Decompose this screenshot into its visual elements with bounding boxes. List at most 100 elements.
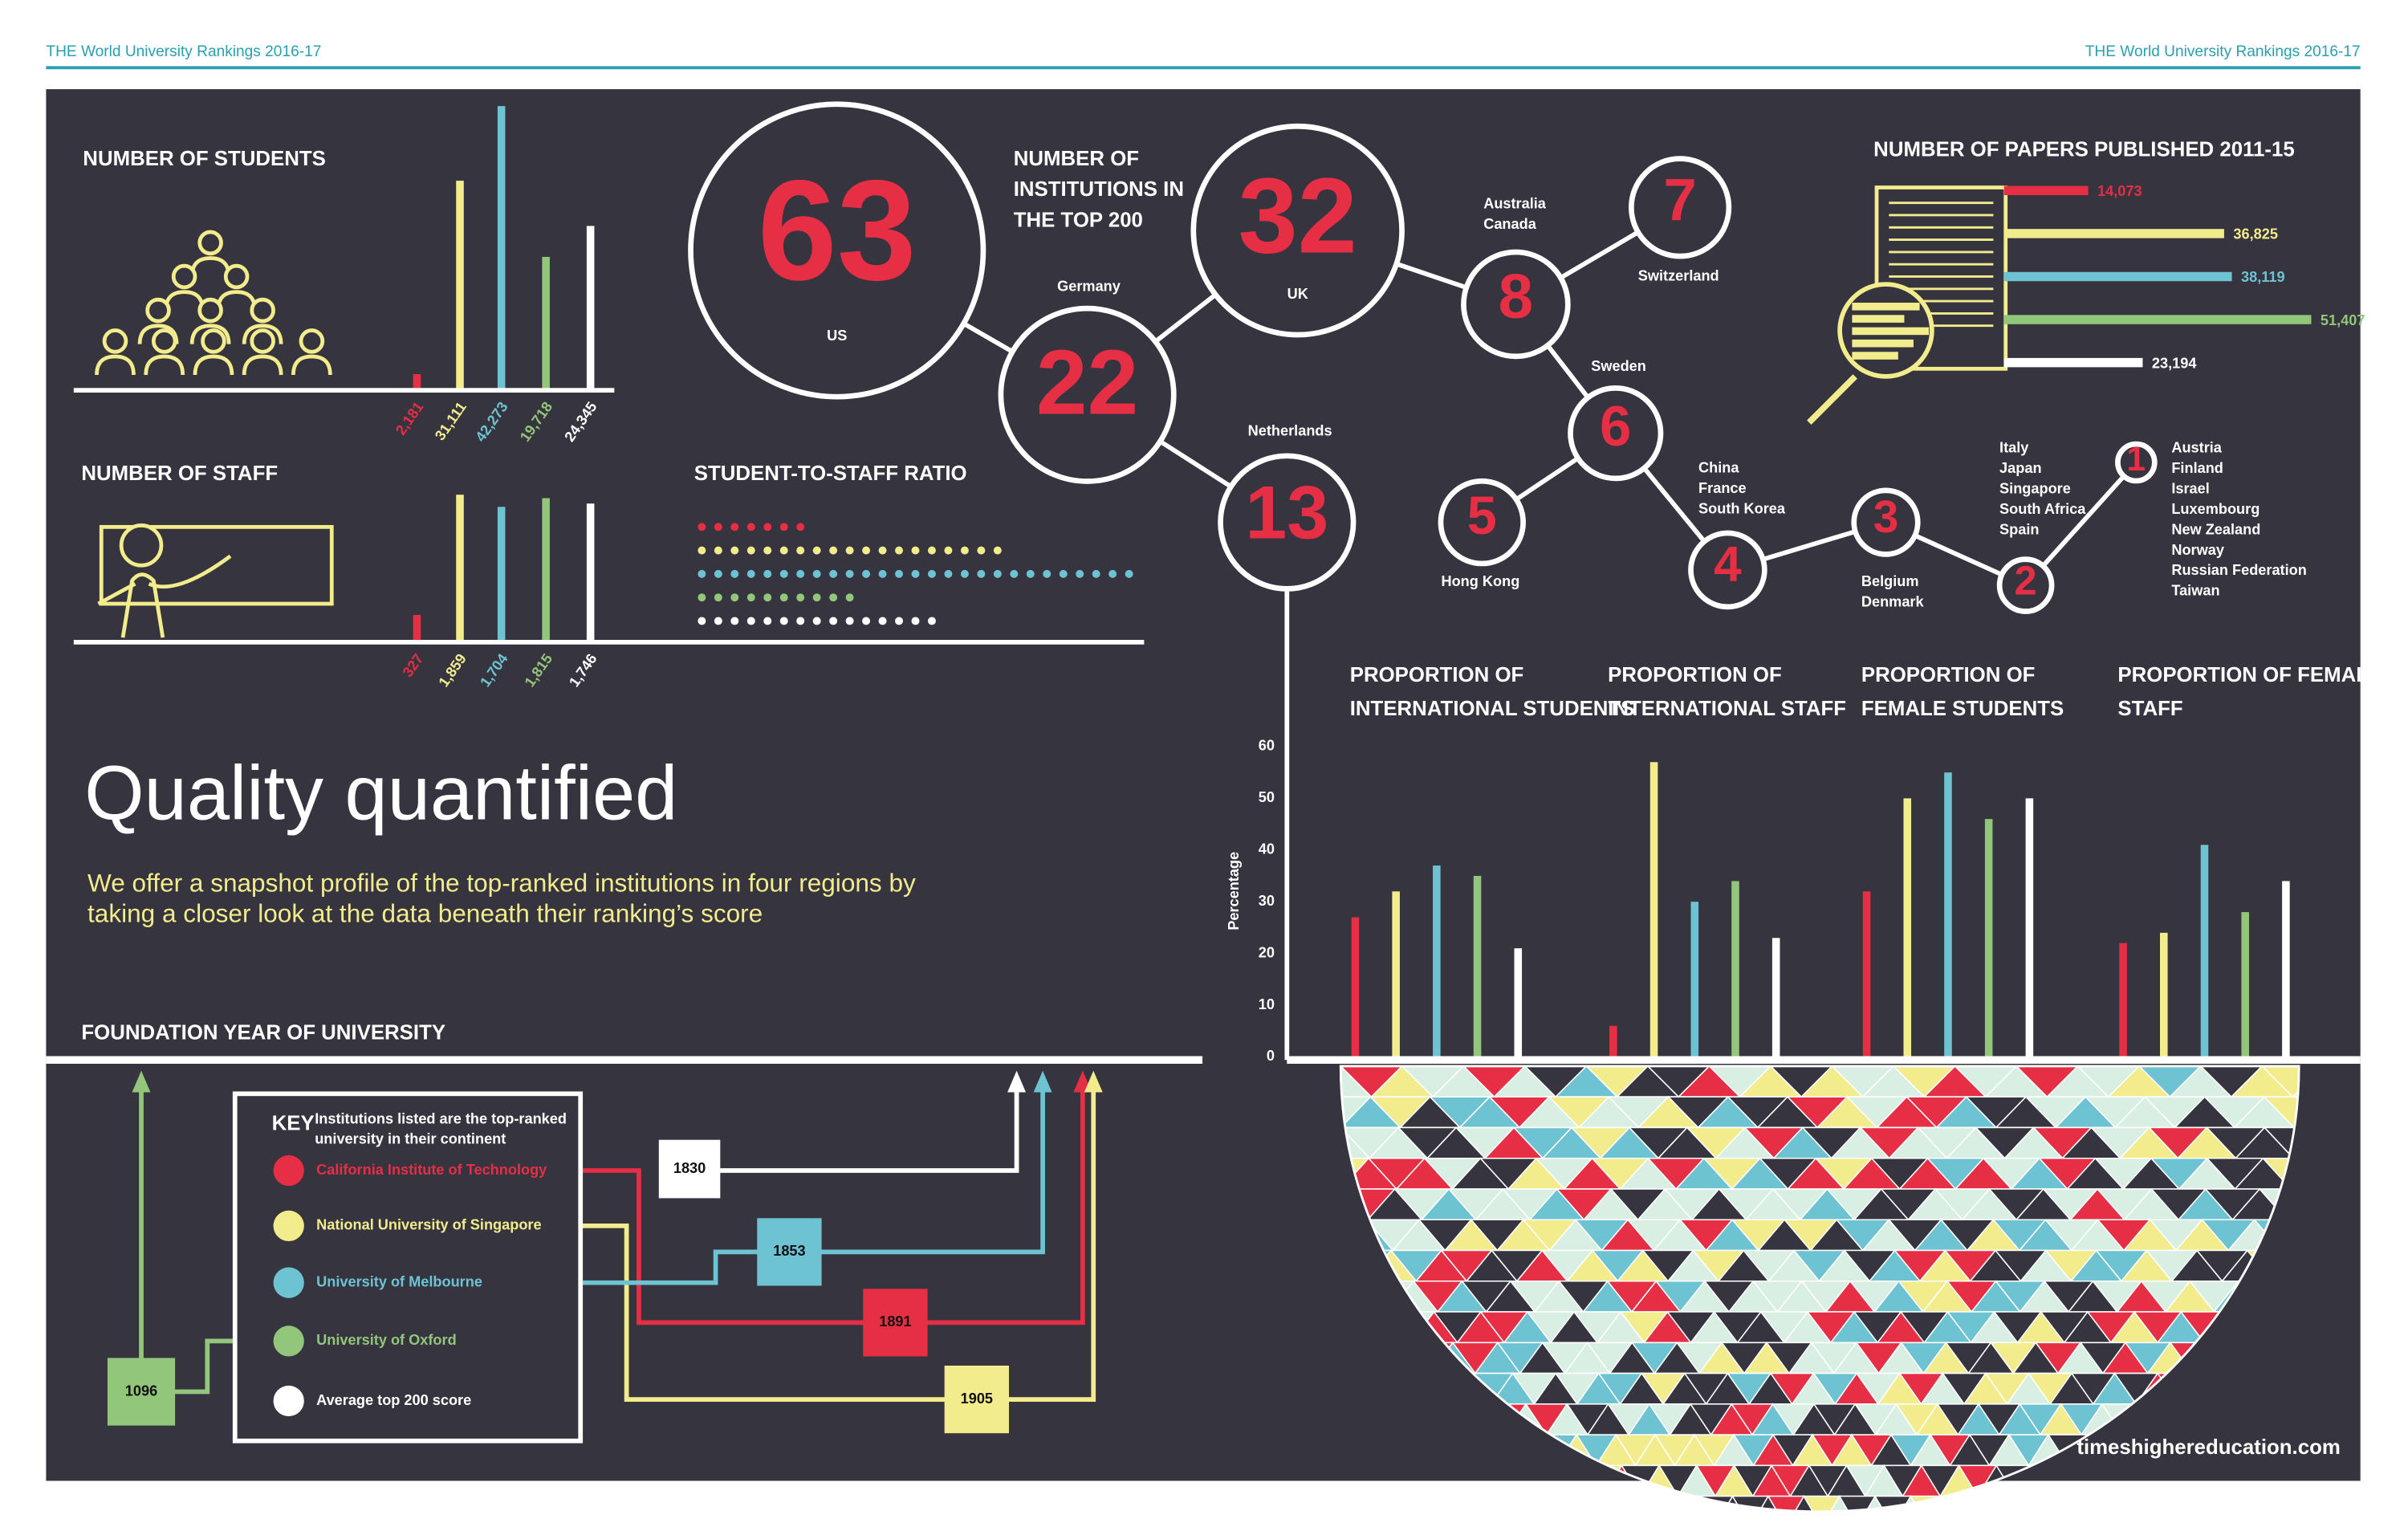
ratio-dot (878, 569, 887, 578)
legend-swatch (273, 1325, 304, 1357)
legend-swatch (273, 1267, 304, 1298)
ratio-dot (944, 546, 953, 555)
bar (1731, 881, 1739, 1057)
country-label: Norway (2171, 542, 2224, 558)
bar (1862, 891, 1871, 1057)
bar (2003, 315, 2312, 324)
bubble-number: 1 (2127, 440, 2146, 478)
ratio-dot (746, 546, 755, 555)
ratio-dot (1125, 569, 1133, 578)
bar (413, 614, 421, 641)
country-label: Japan (1999, 460, 2041, 476)
bubble-number: 13 (1245, 470, 1328, 554)
year-label: 1891 (879, 1313, 911, 1330)
bubble (1851, 487, 1921, 557)
ratio-dot (911, 569, 920, 578)
ratio-dot (698, 523, 706, 531)
ratio-dot (746, 523, 755, 531)
year-box (944, 1366, 1010, 1434)
teacher-head (119, 523, 164, 568)
bar (542, 256, 550, 389)
section-title: INSTITUTIONS IN (1014, 178, 1184, 201)
ratio-dot (779, 593, 788, 602)
legend-label: University of Melbourne (316, 1273, 482, 1289)
ratio-dot (845, 546, 854, 555)
y-tick-label: 0 (1267, 1048, 1275, 1064)
ratio-dot (911, 617, 920, 625)
bubble-number: 6 (1600, 394, 1631, 458)
value-label: 38,119 (2241, 269, 2285, 285)
ball-facet (2260, 1065, 2300, 1098)
ratio-dot (796, 523, 805, 531)
group-title: PROPORTION OF FEMALE (2117, 664, 2382, 686)
person-head (171, 263, 197, 290)
ratio-dot (796, 546, 805, 555)
ratio-dot (944, 569, 953, 578)
group-title: PROPORTION OF (1350, 664, 1524, 686)
group-title: INTERNATIONAL STAFF (1608, 698, 1846, 720)
key-box (232, 1091, 584, 1444)
bubble-number: 32 (1239, 157, 1357, 276)
country-label: Germany (1057, 279, 1121, 295)
bubble-number: 8 (1499, 261, 1533, 332)
subtitle: taking a closer look at the data beneath… (87, 899, 763, 928)
ratio-dot (746, 617, 755, 625)
section-title: STUDENT-TO-STAFF RATIO (694, 462, 967, 485)
section-title: THE TOP 200 (1014, 209, 1143, 231)
legend-label: National University of Singapore (316, 1217, 541, 1233)
y-tick-label: 30 (1259, 893, 1275, 909)
bubble (1218, 453, 1357, 592)
ratio-dot (730, 569, 739, 578)
person-head (201, 328, 226, 354)
ratio-dot (812, 617, 821, 625)
ratio-dot (845, 617, 854, 625)
person-body (189, 256, 231, 277)
bubble (1996, 556, 2055, 614)
ratio-dot (730, 523, 739, 531)
ratio-dot (1059, 569, 1068, 578)
bar (456, 495, 464, 641)
dot-row (698, 546, 1002, 555)
country-label: France (1698, 480, 1747, 496)
ratio-dot (993, 546, 1002, 555)
year-label: 1096 (125, 1382, 157, 1399)
person-head (250, 328, 275, 354)
ratio-dot (878, 617, 887, 625)
y-tick-label: 40 (1259, 841, 1275, 857)
ratio-dot (796, 617, 805, 625)
bubble (1688, 530, 1767, 610)
bar (1984, 819, 1993, 1057)
legend-label: Average top 200 score (316, 1392, 471, 1408)
bar (2025, 798, 2034, 1057)
ball-rim (1339, 1065, 2300, 1513)
ratio-dot (746, 569, 755, 578)
ratio-dot (763, 593, 772, 602)
ratio-dot (911, 546, 920, 555)
ratio-dot (779, 546, 788, 555)
group-title: PROPORTION OF (1608, 664, 1782, 686)
ratio-dot (714, 523, 722, 531)
person-head (223, 263, 250, 290)
subtitle: We offer a snapshot profile of the top-r… (87, 868, 916, 897)
ratio-dot (927, 569, 936, 578)
ratio-dot (730, 546, 739, 555)
value-label: 36,825 (2233, 226, 2278, 242)
ratio-dot (796, 569, 805, 578)
bar (1649, 762, 1658, 1057)
header-left: THE World University Rankings 2016-17 (46, 43, 321, 60)
board (99, 524, 334, 606)
person-head (197, 230, 223, 256)
y-tick-label: 50 (1259, 789, 1275, 805)
magnifier-bar (1852, 303, 1920, 311)
bubble-number: 5 (1467, 487, 1497, 546)
ratio-dot (927, 617, 936, 625)
bar (2003, 357, 2143, 368)
ratio-dot (714, 546, 722, 555)
bar (2003, 271, 2232, 282)
section-title: FOUNDATION YEAR OF UNIVERSITY (81, 1022, 445, 1044)
section-title: NUMBER OF (1014, 148, 1139, 170)
ratio-dot (730, 617, 739, 625)
country-label: South Korea (1698, 500, 1786, 516)
bubble (1190, 123, 1405, 338)
